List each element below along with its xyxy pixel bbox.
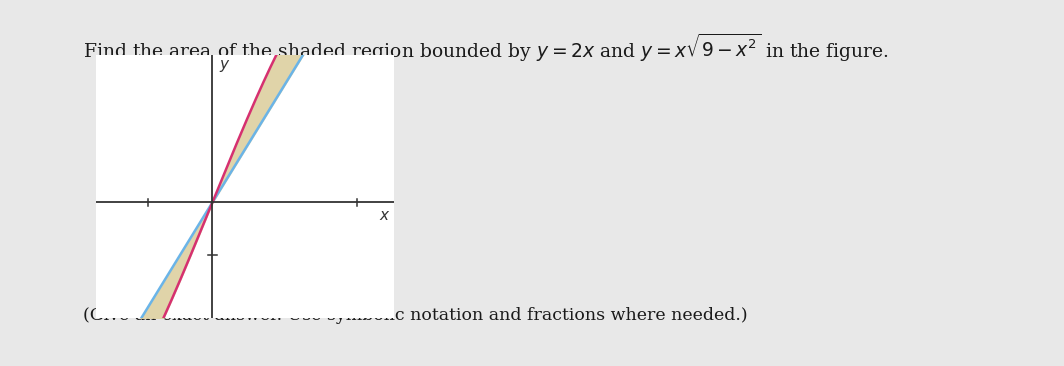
Text: $y$: $y$: [219, 57, 231, 74]
Text: $x$: $x$: [379, 209, 390, 223]
Text: (Give an exact answer. Use symbolic notation and fractions where needed.): (Give an exact answer. Use symbolic nota…: [83, 307, 747, 324]
Text: Find the area of the shaded region bounded by $y = 2x$ and $y = x\sqrt{9 - x^{2}: Find the area of the shaded region bound…: [83, 32, 888, 64]
